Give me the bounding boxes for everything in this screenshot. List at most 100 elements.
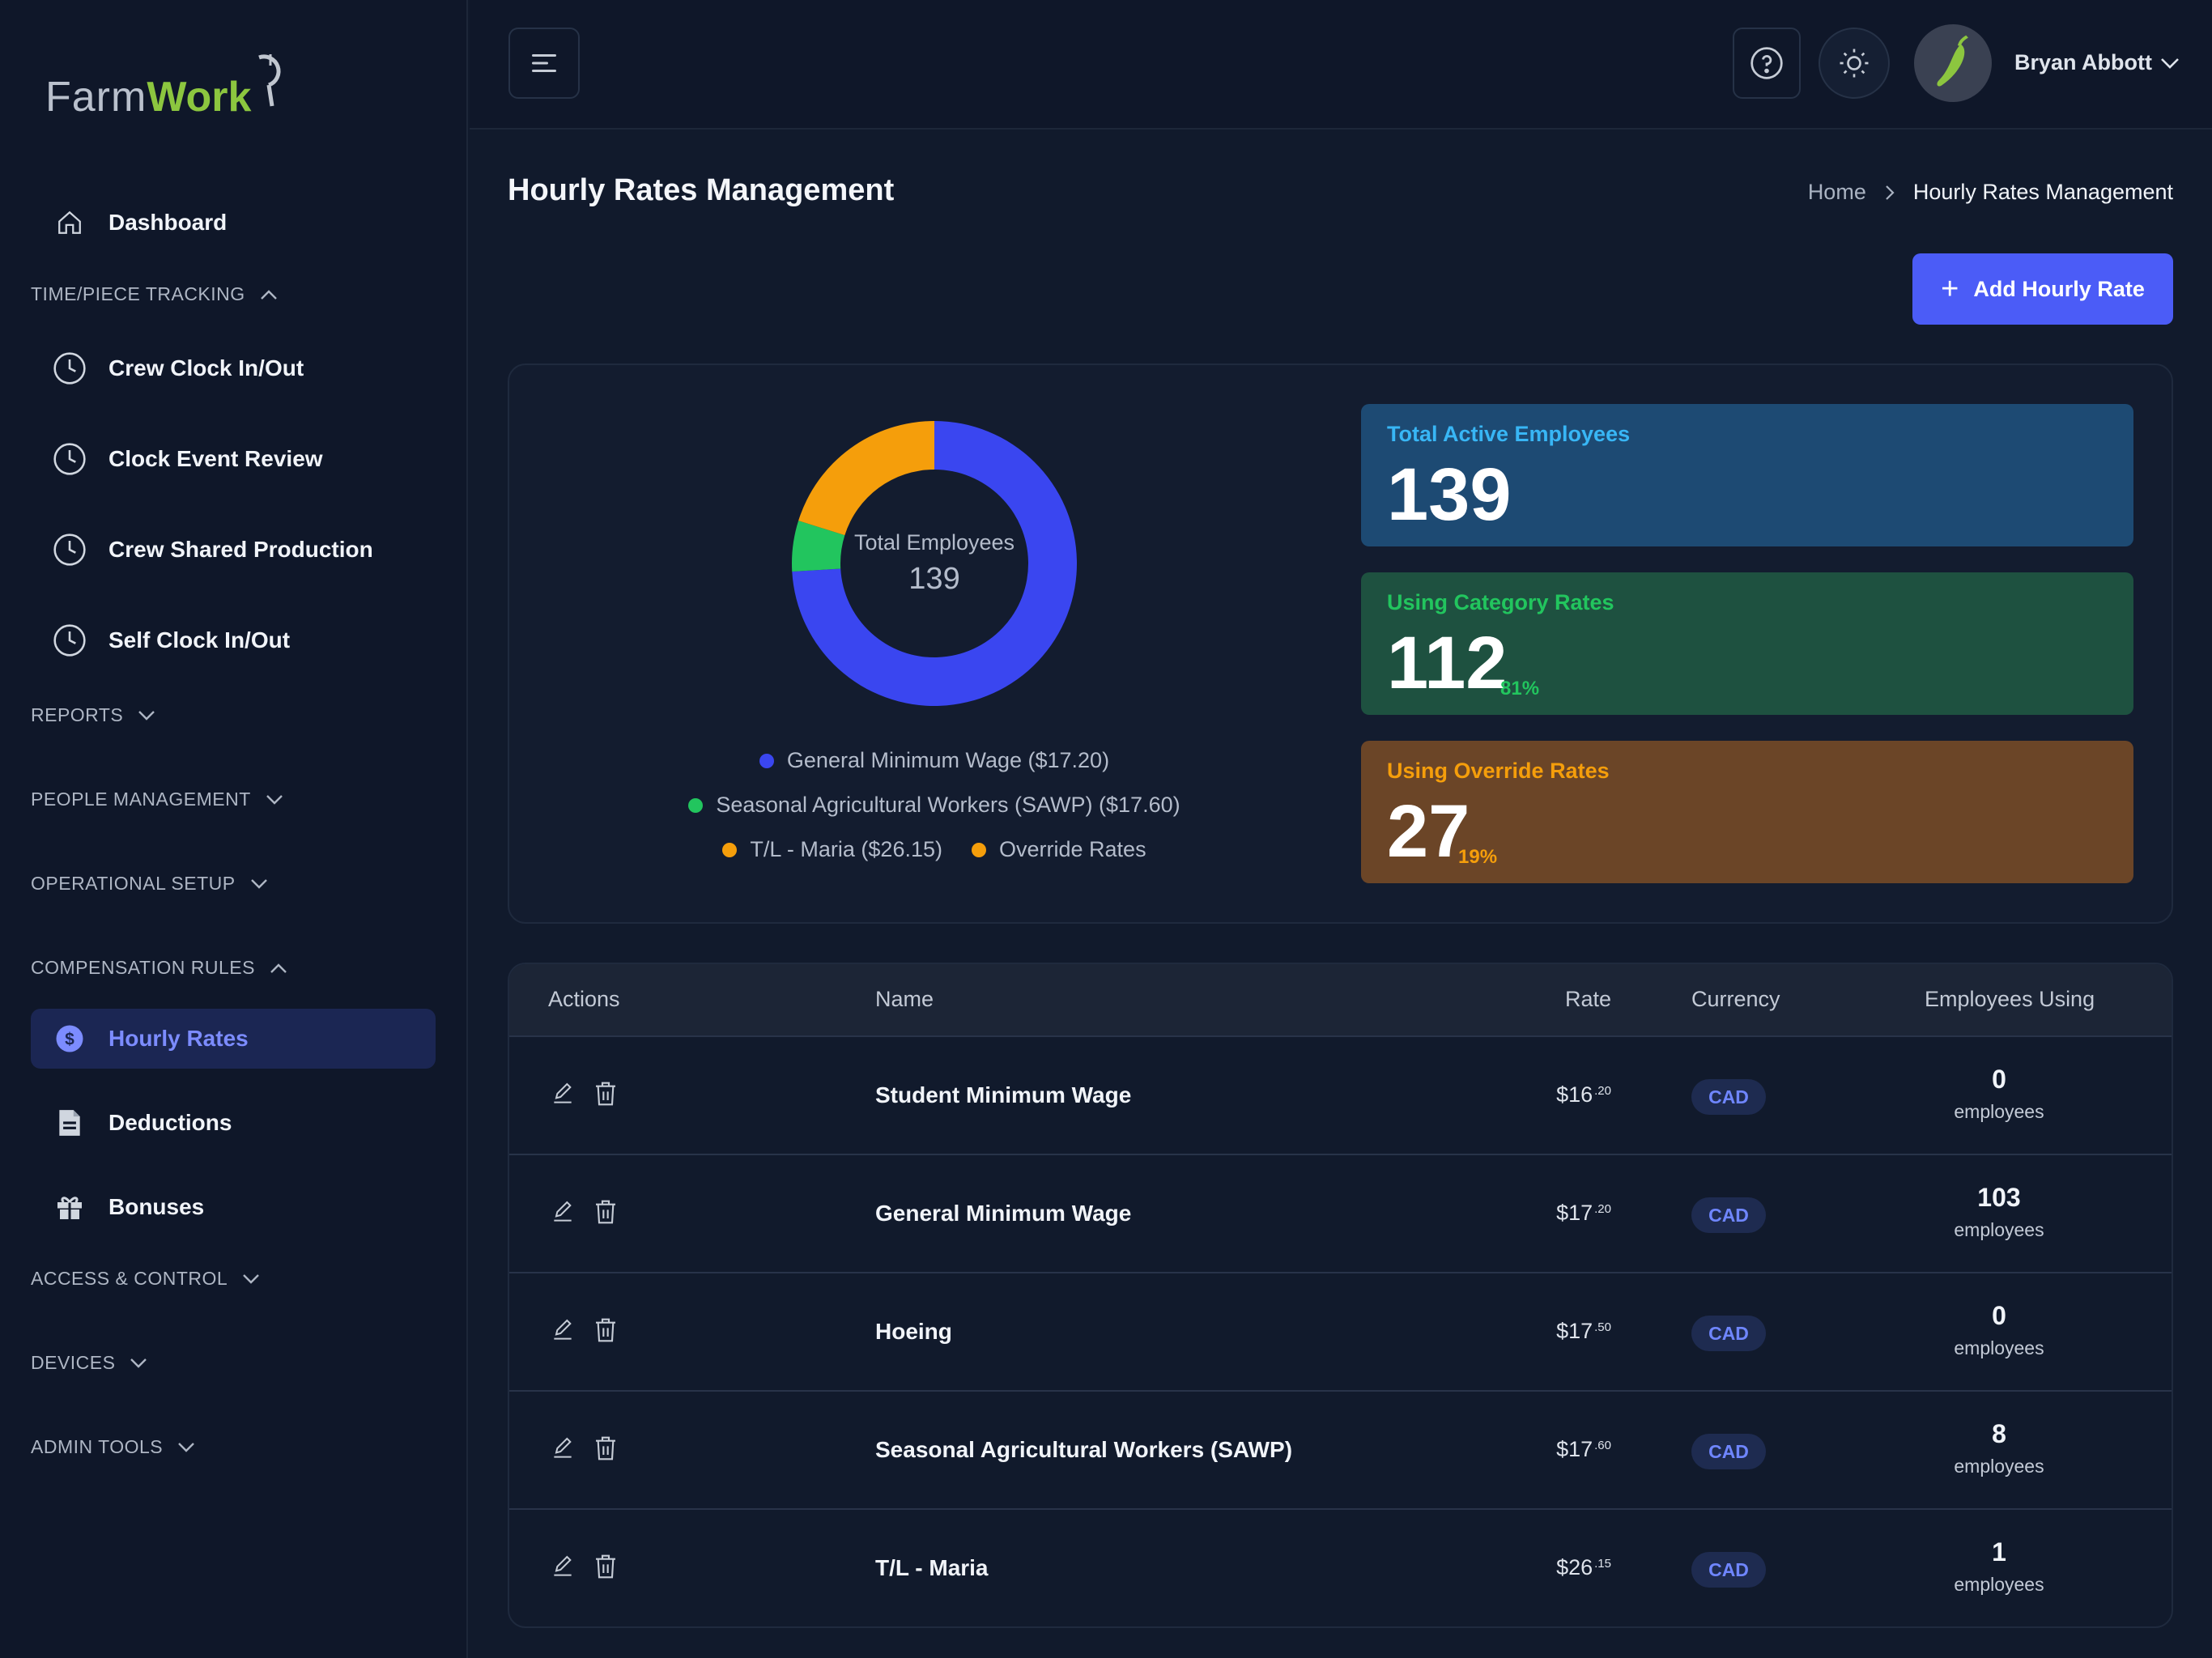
edit-icon[interactable] (550, 1081, 576, 1107)
card-value: 27 (1387, 790, 1470, 873)
total-active-employees-card: Total Active Employees 139 (1361, 404, 2133, 546)
row-actions (550, 1317, 636, 1343)
sidebar-item-label: Clock Event Review (108, 446, 323, 471)
donut-slice[interactable] (792, 521, 845, 572)
rate-value: $17.50 (1556, 1319, 1611, 1344)
sidebar-item-self-clock[interactable]: Self Clock In/Out (31, 610, 436, 670)
sidebar-item-hourly-rates[interactable]: $ Hourly Rates (31, 1009, 436, 1069)
edit-icon[interactable] (550, 1554, 576, 1579)
add-hourly-rate-button[interactable]: + Add Hourly Rate (1912, 253, 2173, 325)
section-label: COMPENSATION RULES (31, 957, 255, 978)
rate-main: $17 (1556, 1201, 1593, 1225)
sidebar-item-crew-clock[interactable]: Crew Clock In/Out (31, 338, 436, 398)
table-row: Seasonal Agricultural Workers (SAWP) $17.… (509, 1392, 2172, 1510)
currency-badge: CAD (1691, 1197, 1766, 1233)
column-header-name[interactable]: Name (875, 987, 934, 1011)
sidebar-item-label: Crew Shared Production (108, 537, 373, 562)
edit-icon[interactable] (550, 1435, 576, 1461)
sidebar-item-bonuses[interactable]: Bonuses (31, 1177, 436, 1237)
rate-main: $17 (1556, 1437, 1593, 1461)
menu-icon (532, 54, 556, 72)
category-rates-card: Using Category Rates 112 81% (1361, 572, 2133, 715)
rate-name: Hoeing (875, 1319, 952, 1344)
sidebar-item-dashboard[interactable]: Dashboard (31, 193, 436, 253)
trash-icon[interactable] (593, 1081, 618, 1107)
employees-using: 103 employees (1918, 1183, 2080, 1241)
chevron-right-icon (1886, 185, 1895, 200)
employee-count: 0 (1992, 1301, 2006, 1330)
section-reports[interactable]: REPORTS (31, 704, 155, 726)
trash-icon[interactable] (593, 1435, 618, 1461)
employee-count: 8 (1992, 1419, 2006, 1448)
section-devices[interactable]: DEVICES (31, 1352, 147, 1374)
donut-slice[interactable] (792, 421, 1077, 706)
section-label: PEOPLE MANAGEMENT (31, 789, 251, 810)
row-actions (550, 1199, 636, 1225)
trash-icon[interactable] (593, 1199, 618, 1225)
gift-icon (52, 1189, 87, 1225)
avatar[interactable] (1914, 24, 1992, 102)
section-compensation-rules[interactable]: COMPENSATION RULES (31, 957, 287, 979)
sidebar-item-label: Crew Clock In/Out (108, 355, 304, 380)
legend-row: General Minimum Wage ($17.20) (509, 748, 1359, 773)
dollar-circle-icon: $ (52, 1021, 87, 1056)
section-admin-tools[interactable]: ADMIN TOOLS (31, 1436, 195, 1458)
edit-icon[interactable] (550, 1317, 576, 1343)
currency-badge: CAD (1691, 1552, 1766, 1588)
section-label: DEVICES (31, 1352, 116, 1373)
section-label: ACCESS & CONTROL (31, 1268, 228, 1289)
trash-icon[interactable] (593, 1554, 618, 1579)
sidebar-item-deductions[interactable]: Deductions (31, 1093, 436, 1153)
add-button-label: Add Hourly Rate (1973, 276, 2145, 301)
column-header-currency[interactable]: Currency (1691, 987, 1780, 1011)
user-name: Bryan Abbott (2014, 50, 2152, 74)
breadcrumb-home[interactable]: Home (1807, 180, 1866, 204)
rate-main: $17 (1556, 1319, 1593, 1343)
home-icon (52, 205, 87, 240)
theme-toggle-button[interactable] (1819, 28, 1890, 99)
currency-badge: CAD (1691, 1316, 1766, 1351)
section-time-tracking[interactable]: TIME/PIECE TRACKING (31, 283, 278, 305)
card-title: Using Category Rates (1387, 590, 1614, 614)
employees-using: 0 employees (1918, 1301, 2080, 1359)
employee-count: 0 (1992, 1065, 2006, 1094)
rate-main: $26 (1556, 1555, 1593, 1579)
menu-toggle-button[interactable] (508, 28, 580, 99)
logo-magnifier-icon (254, 48, 287, 117)
section-people-management[interactable]: PEOPLE MANAGEMENT (31, 789, 283, 810)
edit-icon[interactable] (550, 1199, 576, 1225)
legend-dot (722, 842, 738, 857)
employee-unit: employees (1954, 1337, 2044, 1358)
donut-slice[interactable] (798, 421, 934, 536)
section-operational-setup[interactable]: OPERATIONAL SETUP (31, 873, 268, 895)
topbar: Bryan Abbott (470, 0, 2212, 130)
legend-row: Seasonal Agricultural Workers (SAWP) ($1… (509, 793, 1359, 818)
table-row: Hoeing $17.50 CAD 0 employees (509, 1273, 2172, 1392)
section-label: TIME/PIECE TRACKING (31, 283, 245, 304)
farmwork-logo[interactable]: Farm Work (45, 49, 287, 121)
column-header-employees[interactable]: Employees Using (1925, 987, 2095, 1011)
rate-name: T/L - Maria (875, 1555, 989, 1580)
section-access-control[interactable]: ACCESS & CONTROL (31, 1268, 260, 1290)
column-header-rate[interactable]: Rate (1564, 987, 1611, 1011)
sidebar-item-crew-shared-production[interactable]: Crew Shared Production (31, 520, 436, 580)
card-percent: 81% (1500, 678, 1540, 699)
sidebar-item-label: Bonuses (108, 1194, 205, 1219)
section-label: ADMIN TOOLS (31, 1436, 164, 1457)
employee-count: 1 (1992, 1537, 2006, 1567)
rate-cents: .60 (1594, 1439, 1611, 1452)
legend-label: Override Rates (999, 837, 1146, 861)
help-button[interactable] (1733, 28, 1801, 99)
sidebar-item-clock-event-review[interactable]: Clock Event Review (31, 429, 436, 489)
legend-dot (688, 797, 704, 813)
employee-unit: employees (1954, 1574, 2044, 1595)
user-menu[interactable]: Bryan Abbott (2014, 50, 2180, 75)
employees-using: 8 employees (1918, 1419, 2080, 1477)
chevron-down-icon (138, 710, 155, 721)
donut-center: Total Employees 139 (790, 419, 1078, 708)
employees-using: 1 employees (1918, 1537, 2080, 1596)
chevron-down-icon (243, 1273, 260, 1284)
trash-icon[interactable] (593, 1317, 618, 1343)
legend-label: General Minimum Wage ($17.20) (786, 748, 1110, 772)
svg-text:$: $ (65, 1031, 74, 1049)
